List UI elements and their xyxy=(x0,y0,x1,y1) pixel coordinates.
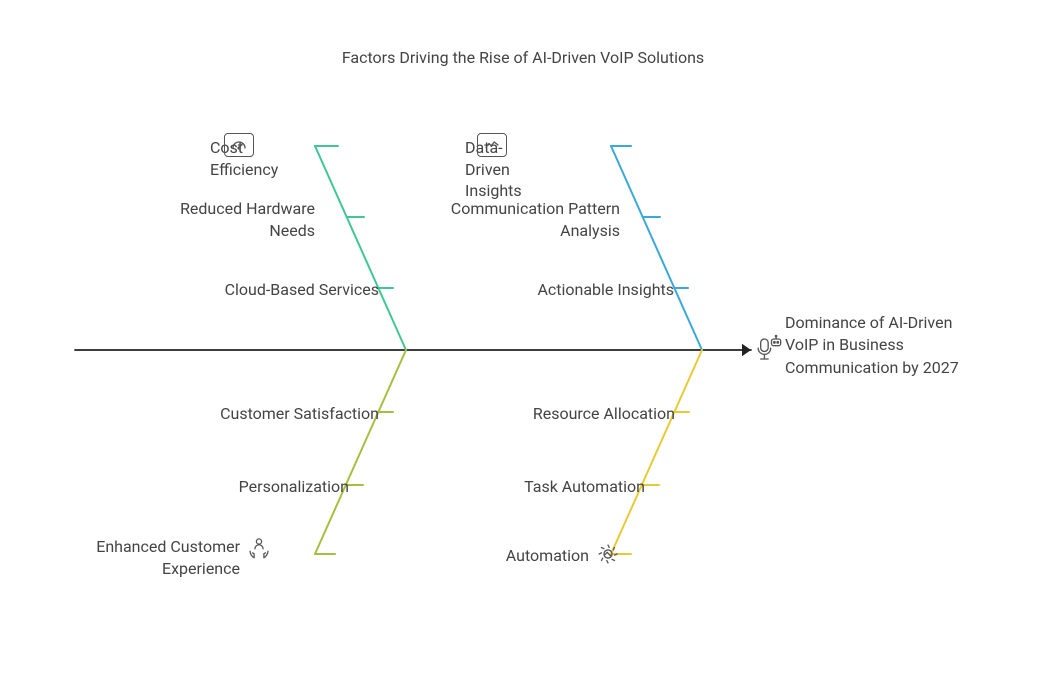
branch-label: Reduced Hardware Needs xyxy=(170,198,315,241)
chart-line-icon xyxy=(477,133,507,157)
branch-label: Data-Driven Insights xyxy=(465,137,471,202)
branch-label: Cost Efficiency xyxy=(210,137,218,180)
outcome-label: Dominance of AI-Driven VoIP in Business … xyxy=(785,312,985,379)
branch-label: Actionable Insights xyxy=(475,279,674,301)
fishbone-diagram: Factors Driving the Rise of AI-Driven Vo… xyxy=(0,0,1046,686)
branch-label: Resource Allocation xyxy=(495,403,675,425)
branch-label: Cloud-Based Services xyxy=(200,279,379,301)
branch-label: Personalization xyxy=(230,476,349,498)
customer-icon xyxy=(246,535,272,565)
gear-icon xyxy=(595,541,621,571)
mic-bot-icon xyxy=(754,334,784,368)
gauge-icon xyxy=(224,133,254,157)
branch-label: Task Automation xyxy=(515,476,645,498)
branch-label: Enhanced Customer Experience xyxy=(90,536,240,579)
branch-label: Customer Satisfaction xyxy=(190,403,379,425)
branch-label: Automation xyxy=(500,545,589,567)
branch-label: Communication Pattern Analysis xyxy=(420,198,620,241)
